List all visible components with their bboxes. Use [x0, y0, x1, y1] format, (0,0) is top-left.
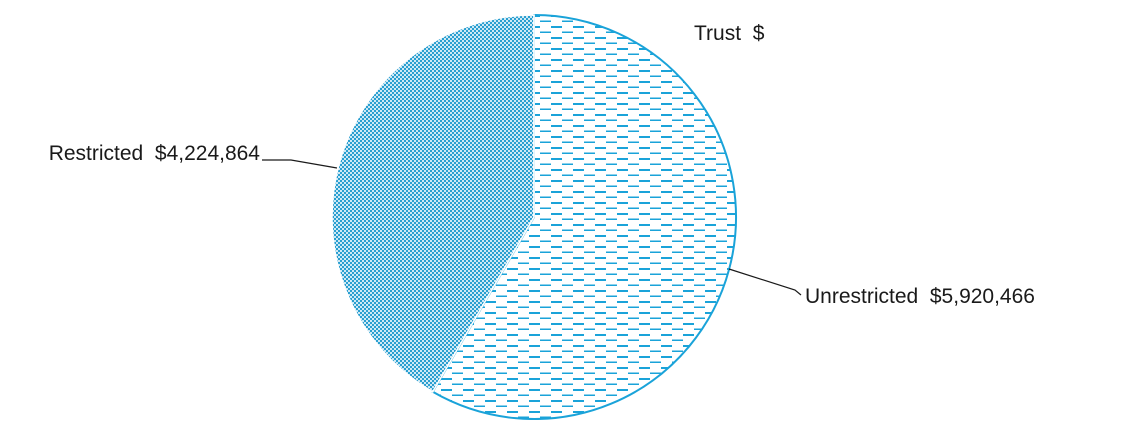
- data-label-trust: Trust $: [694, 22, 765, 45]
- data-label-unrestricted: Unrestricted $5,920,466: [805, 285, 1035, 308]
- leader-line-unrestricted: [728, 268, 802, 296]
- leader-line-restricted: [262, 159, 338, 169]
- data-label-restricted: Restricted $4,224,864: [49, 142, 261, 165]
- pie-slice-restricted: [331, 14, 535, 393]
